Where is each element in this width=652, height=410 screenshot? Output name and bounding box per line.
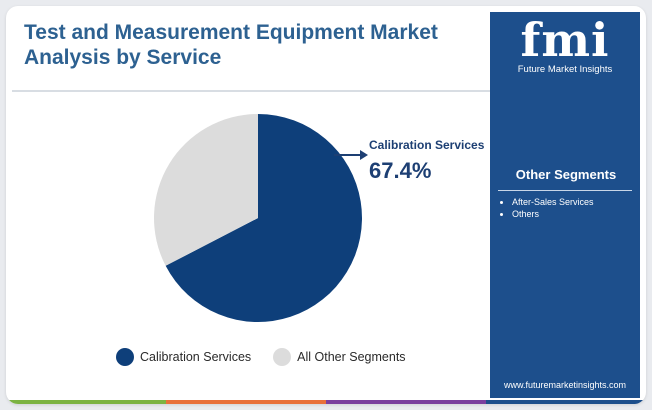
website-link[interactable]: www.futuremarketinsights.com: [503, 380, 627, 390]
logo-mark: fmi: [520, 13, 610, 67]
pie-slice-other: [153, 114, 258, 266]
chart-title: Test and Measurement Equipment Market An…: [24, 21, 438, 69]
pie-chart: Calibration Services 67.4%: [153, 114, 485, 322]
other-segments-title: Other Segments: [515, 167, 617, 182]
sidebar-panel: fmi Future Market Insights Other Segment…: [490, 12, 640, 398]
legend-label: Calibration Services: [140, 350, 252, 364]
title-divider: [12, 90, 490, 92]
segments-divider: [498, 190, 632, 191]
legend-item-other: All Other Segments: [273, 348, 406, 366]
report-card: Test and Measurement Equipment Market An…: [6, 6, 646, 404]
chart-legend: Calibration Services All Other Segments: [116, 348, 428, 366]
segments-list: After-Sales Services Others: [496, 196, 594, 220]
legend-swatch: [116, 348, 134, 366]
logo-text: Future Market Insights: [517, 64, 613, 75]
pie-slice-calibration: [165, 114, 362, 322]
segment-item: After-Sales Services: [512, 196, 594, 208]
legend-item-calibration: Calibration Services: [116, 348, 251, 366]
segment-item: Others: [512, 208, 594, 220]
callout-arrowhead: [360, 150, 368, 160]
fmi-logo: fmi Future Market Insights: [490, 14, 640, 75]
callout-label: Calibration Services: [369, 138, 485, 152]
bottom-color-bar: [6, 400, 646, 404]
callout-value: 67.4%: [369, 158, 431, 183]
legend-swatch: [273, 348, 292, 366]
legend-label: All Other Segments: [297, 350, 406, 364]
